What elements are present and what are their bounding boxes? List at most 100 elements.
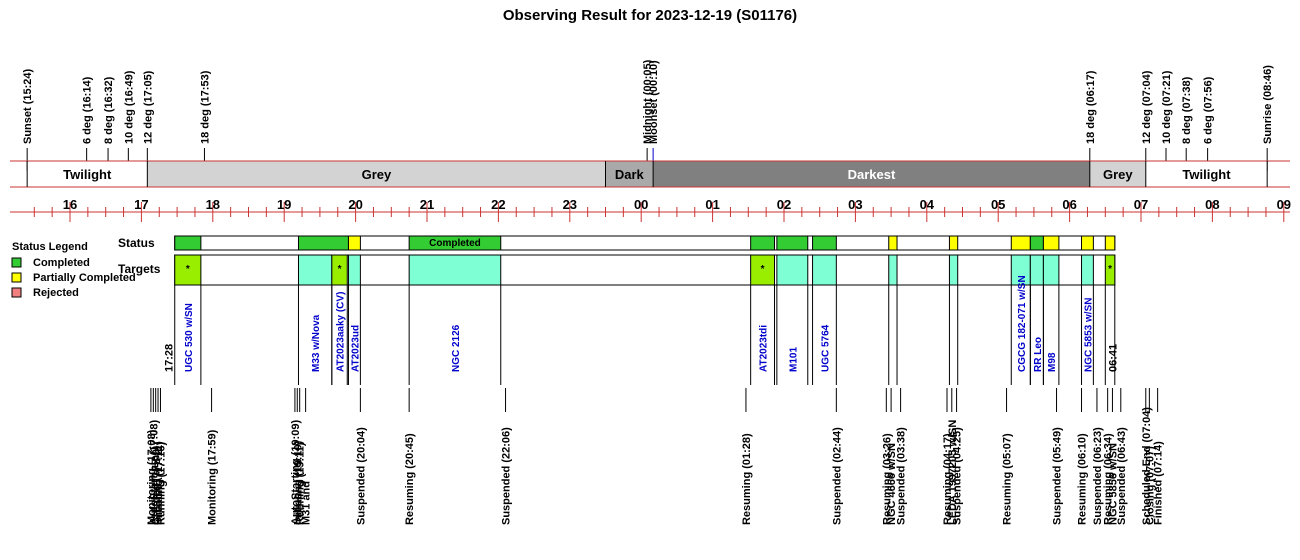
legend-item-label: Partially Completed — [33, 272, 136, 284]
target-label: RR Leo — [1033, 337, 1044, 372]
target-label: CGCG 182-071 w/SN — [1017, 275, 1028, 372]
sky-event-label: Moonset (00:10) — [648, 60, 660, 144]
status-event-label: Monitoring (17:08) — [146, 429, 158, 525]
sky-event-label: 10 deg (07:21) — [1161, 70, 1173, 144]
status-event-label: LEDA 1997205 w/SN — [947, 420, 959, 525]
sky-event-label: Midnight (00:05) — [642, 59, 654, 144]
sky-event-label: Sunrise (08:46) — [1262, 65, 1274, 144]
status-block — [408, 235, 502, 251]
target-block — [948, 254, 959, 286]
legend-item-label: Rejected — [33, 287, 79, 299]
target-label: AT2023ud — [350, 325, 361, 372]
hour-tick-label: 17 — [134, 197, 148, 212]
sky-band — [27, 161, 148, 187]
sky-event-label: 12 deg (07:04) — [1141, 70, 1153, 144]
sky-band-label: Grey — [362, 167, 392, 182]
chart-title: Observing Result for 2023-12-19 (S01176) — [503, 7, 797, 24]
hour-tick-label: 01 — [705, 197, 719, 212]
status-event-label: Suspended (04:25) — [952, 427, 964, 525]
status-block-label: Completed — [429, 238, 481, 249]
status-block — [776, 235, 809, 251]
sky-event-label: 18 deg (17:53) — [199, 70, 211, 144]
status-block — [1104, 235, 1116, 251]
target-block — [1029, 254, 1044, 286]
target-block — [331, 254, 348, 286]
hour-tick-label: 00 — [634, 197, 648, 212]
sky-band — [1145, 161, 1268, 187]
status-event-label: Resuming (06:10) — [1077, 433, 1089, 525]
status-event-label: Scheduled End (07:04) — [1141, 407, 1153, 525]
status-event-label: NGC 5856 w/SN — [1107, 443, 1119, 525]
status-event-label: Resuming (05:07) — [1002, 433, 1014, 525]
status-events: Monitoring (17:08)AutoStarting (17:08)Cr… — [146, 388, 1165, 525]
status-event-label: M31 and — [301, 481, 313, 525]
target-block — [297, 254, 333, 286]
target-block — [1104, 254, 1116, 286]
hour-tick-label: 05 — [991, 197, 1005, 212]
status-event-label: Suspended (22:06) — [501, 427, 513, 525]
target-block — [812, 254, 837, 286]
status-event-label: AutoStarting (17:08) — [148, 420, 160, 525]
legend-swatch — [11, 272, 22, 283]
status-block — [347, 235, 361, 251]
status-legend: Status Legend Completed Partially Complete… — [11, 241, 136, 299]
status-block — [812, 235, 837, 251]
status-event-label: Initiating (17:11) — [153, 441, 165, 525]
sky-event-label: 12 deg (17:05) — [142, 70, 154, 144]
status-row-label: Status — [118, 236, 155, 250]
sky-band-label: Twilight — [63, 167, 112, 182]
hour-tick-label: 04 — [920, 197, 935, 212]
sky-band — [653, 161, 1090, 187]
status-event-label: Finished (07:14) — [1153, 441, 1165, 525]
status-event-label: Running (19:11) — [295, 442, 307, 525]
status-event-label: Closing (07:07) — [1144, 446, 1156, 525]
target-label: UGC 530 w/SN — [184, 303, 195, 372]
legend-item-label: Completed — [33, 257, 90, 269]
hour-tick-label: 08 — [1205, 197, 1219, 212]
status-event-label: Running (17:16) — [155, 442, 167, 525]
status-event-label: Resuming (03:26) — [881, 433, 893, 525]
status-event-label: Monitoring (17:59) — [207, 429, 219, 525]
legend-title: Status Legend — [12, 241, 88, 253]
targets-row-label: Targets — [118, 262, 161, 276]
target-mark: * — [338, 264, 342, 275]
status-block — [1042, 235, 1060, 251]
target-block — [408, 254, 502, 286]
sky-band-label: Twilight — [1182, 167, 1231, 182]
sky-band-label: Dark — [615, 167, 645, 182]
time-mark-label: 06:41 — [1107, 344, 1119, 372]
target-mark: * — [1108, 264, 1112, 275]
hour-axis: 16 17 18 19 20 21 22 23 00 01 02 03 04 05 06 07 08 09 — [10, 197, 1291, 222]
sky-event-label: Sunset (15:24) — [22, 68, 34, 144]
target-label: NGC 2126 — [451, 324, 462, 372]
hour-tick-label: 19 — [277, 197, 291, 212]
sky-event-label: 6 deg (07:56) — [1203, 76, 1215, 144]
sky-band — [1089, 161, 1146, 187]
target-label: NGC 5853 w/SN — [1083, 298, 1094, 372]
status-block — [948, 235, 959, 251]
target-label: M101 — [788, 347, 799, 372]
sky-band — [605, 161, 654, 187]
status-event-label: Created (17:09) — [151, 445, 163, 525]
observing-rows: Status Targets Completed * UGC 530 w/SN M33 w… — [118, 235, 1119, 385]
target-block — [1081, 254, 1094, 286]
target-label: M98 — [1047, 352, 1058, 372]
sky-event-label: 18 deg (06:17) — [1085, 70, 1097, 144]
sky-band-label: Grey — [1103, 167, 1133, 182]
hour-tick-label: 18 — [206, 197, 220, 212]
status-event-label: Suspended (06:43) — [1116, 427, 1128, 525]
legend-swatch — [11, 287, 22, 298]
hour-tick-label: 07 — [1134, 197, 1148, 212]
sky-event-label: 6 deg (16:14) — [82, 76, 94, 144]
status-block — [1081, 235, 1094, 251]
hour-tick-label: 06 — [1062, 197, 1076, 212]
sky-event-label: 8 deg (16:32) — [103, 76, 115, 144]
target-block — [776, 254, 809, 286]
status-event-label: Resuming (01:28) — [741, 433, 753, 525]
status-event-label: Resuming (06:34) — [1103, 433, 1115, 525]
sky-event-label: 8 deg (07:38) — [1181, 76, 1193, 144]
target-label: M33 w/Nova — [311, 314, 322, 372]
sky-band — [147, 161, 606, 187]
status-event-label: AutoStarting (19:09) — [290, 420, 302, 525]
status-event-label: Suspended (20:04) — [355, 427, 367, 525]
